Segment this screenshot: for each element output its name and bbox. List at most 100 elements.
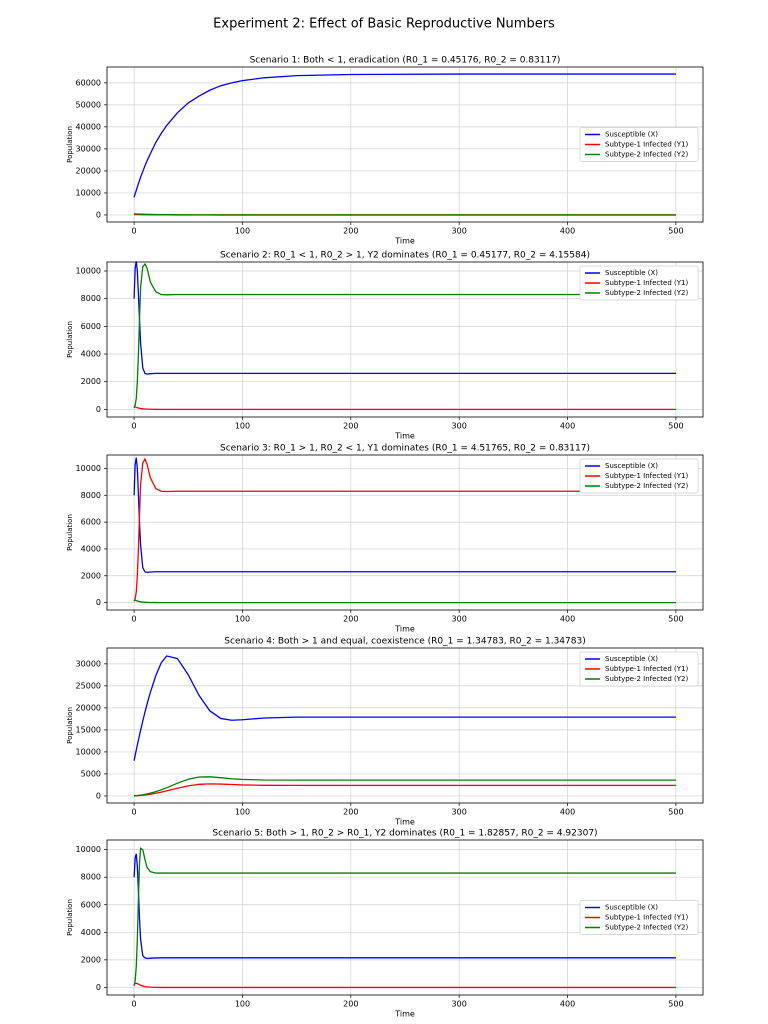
- x-tick-label: 100: [235, 422, 250, 431]
- plot-frame: [106, 454, 704, 611]
- plot-frame: [106, 261, 704, 418]
- y-tick-label: 30000: [76, 144, 101, 153]
- legend-box: [579, 651, 699, 687]
- plot-frame: [106, 839, 704, 996]
- subplot-title: Scenario 2: R0_1 < 1, R0_2 > 1, Y2 domin…: [220, 251, 590, 261]
- x-tick-label: 400: [560, 227, 575, 236]
- x-tick-label: 500: [668, 227, 683, 236]
- y-tick-label: 60000: [76, 78, 101, 87]
- series-line: [133, 73, 676, 198]
- x-tick-label: 200: [343, 808, 358, 817]
- series-line: [133, 982, 676, 989]
- x-tick-label: 200: [343, 422, 358, 431]
- plot-frame: [106, 647, 704, 804]
- x-tick-label: 500: [668, 1000, 683, 1009]
- y-tick-label: 10000: [76, 188, 101, 197]
- plot-frame: [106, 66, 704, 223]
- y-tick-label: 2000: [81, 571, 101, 580]
- x-tick-label: 200: [343, 1000, 358, 1009]
- y-tick-label: 2000: [81, 955, 101, 964]
- x-tick-label: 100: [235, 227, 250, 236]
- legend-label: Subtype-1 Infected (Y1): [605, 279, 688, 287]
- x-tick-label: 100: [235, 1000, 250, 1009]
- y-axis-label: Population: [66, 514, 74, 551]
- x-tick-label: 500: [668, 808, 683, 817]
- x-axis-label: Time: [394, 237, 415, 246]
- x-tick-label: 200: [343, 227, 358, 236]
- y-tick-label: 40000: [76, 122, 101, 131]
- y-tick-label: 30000: [76, 659, 101, 668]
- series-line: [133, 599, 676, 604]
- series-line: [133, 457, 676, 602]
- subplot-title: Scenario 1: Both < 1, eradication (R0_1 …: [250, 56, 561, 66]
- y-tick-label: 15000: [76, 725, 101, 734]
- y-tick-label: 8000: [81, 491, 101, 500]
- x-tick-label: 500: [668, 615, 683, 624]
- y-tick-label: 25000: [76, 681, 101, 690]
- y-tick-label: 10000: [76, 266, 101, 275]
- legend-label: Subtype-1 Infected (Y1): [605, 665, 688, 673]
- legend-label: Subtype-1 Infected (Y1): [605, 472, 688, 480]
- x-tick-label: 400: [560, 422, 575, 431]
- series-line: [133, 655, 676, 761]
- subplot-title: Scenario 4: Both > 1 and equal, coexiste…: [224, 637, 585, 647]
- y-axis-label: Population: [66, 321, 74, 358]
- y-tick-label: 6000: [81, 322, 101, 331]
- legend-box: [579, 127, 699, 162]
- series-line: [133, 847, 676, 987]
- y-tick-label: 20000: [76, 166, 101, 175]
- y-axis-label: Population: [66, 707, 74, 744]
- x-tick-label: 100: [235, 615, 250, 624]
- y-tick-label: 0: [96, 983, 101, 992]
- x-tick-label: 300: [452, 422, 467, 431]
- legend-label: Subtype-1 Infected (Y1): [605, 141, 688, 149]
- legend-label: Susceptible (X): [605, 904, 658, 912]
- figure-title: Experiment 2: Effect of Basic Reproducti…: [213, 17, 555, 32]
- series-line: [133, 405, 676, 411]
- legend-box: [579, 458, 699, 494]
- y-tick-label: 0: [96, 210, 101, 219]
- legend-label: Subtype-2 Infected (Y2): [605, 675, 688, 683]
- y-tick-label: 6000: [81, 518, 101, 527]
- series-line: [133, 261, 676, 375]
- y-tick-label: 8000: [81, 873, 101, 882]
- legend-label: Subtype-2 Infected (Y2): [605, 151, 688, 159]
- y-tick-label: 0: [96, 405, 101, 414]
- y-tick-label: 4000: [81, 928, 101, 937]
- x-tick-label: 300: [452, 808, 467, 817]
- x-tick-label: 0: [132, 227, 137, 236]
- legend-box: [579, 900, 699, 935]
- x-tick-label: 300: [452, 227, 467, 236]
- series-line: [134, 776, 676, 797]
- y-tick-label: 0: [96, 791, 101, 800]
- x-tick-label: 0: [132, 422, 137, 431]
- legend-label: Susceptible (X): [605, 462, 658, 470]
- y-tick-label: 10000: [76, 845, 101, 854]
- y-tick-label: 0: [96, 598, 101, 607]
- legend-label: Subtype-2 Infected (Y2): [605, 482, 688, 490]
- x-tick-label: 200: [343, 615, 358, 624]
- y-tick-label: 2000: [81, 377, 101, 386]
- x-axis-label: Time: [394, 818, 415, 827]
- x-axis-label: Time: [394, 1010, 415, 1019]
- x-tick-label: 500: [668, 422, 683, 431]
- x-tick-label: 0: [132, 1000, 137, 1009]
- legend-box: [579, 265, 699, 301]
- x-tick-label: 400: [560, 615, 575, 624]
- y-tick-label: 10000: [76, 464, 101, 473]
- legend-label: Subtype-1 Infected (Y1): [605, 914, 688, 922]
- y-tick-label: 4000: [81, 544, 101, 553]
- y-tick-label: 4000: [81, 350, 101, 359]
- x-tick-label: 0: [132, 808, 137, 817]
- y-axis-label: Population: [66, 899, 74, 936]
- legend-label: Susceptible (X): [605, 131, 658, 139]
- x-axis-label: Time: [394, 625, 415, 634]
- x-tick-label: 300: [452, 615, 467, 624]
- subplot-title: Scenario 5: Both > 1, R0_2 > R0_1, Y2 do…: [212, 829, 597, 839]
- y-tick-label: 20000: [76, 703, 101, 712]
- y-axis-label: Population: [66, 126, 74, 163]
- legend-label: Susceptible (X): [605, 269, 658, 277]
- x-tick-label: 300: [452, 1000, 467, 1009]
- y-tick-label: 5000: [81, 769, 101, 778]
